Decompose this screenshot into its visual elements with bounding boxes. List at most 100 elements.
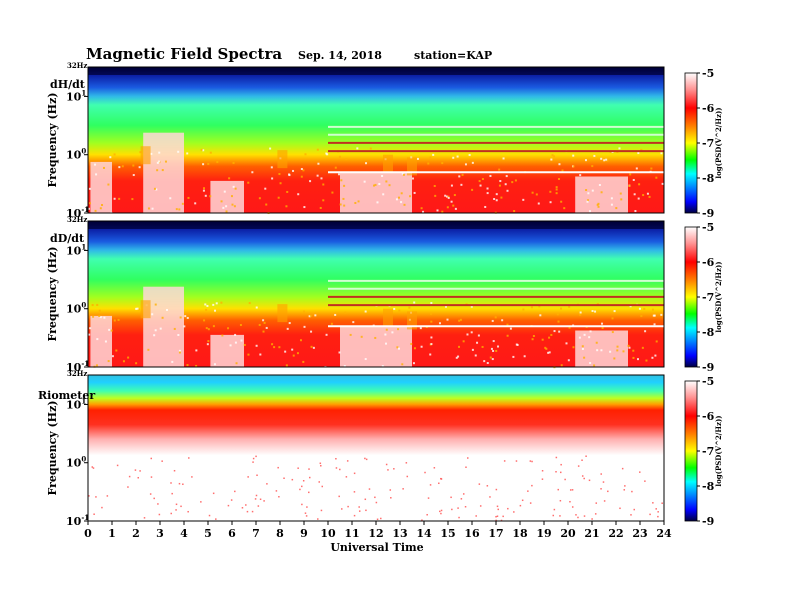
noise-speck xyxy=(558,330,561,333)
noise-speck xyxy=(586,199,589,202)
noise-speck xyxy=(638,307,641,310)
noise-speck xyxy=(494,316,497,319)
noise-speck xyxy=(436,209,439,212)
noise-speck xyxy=(551,154,554,157)
noise-speck xyxy=(649,513,651,516)
noise-speck xyxy=(468,154,471,157)
noise-speck xyxy=(320,464,322,467)
noise-speck xyxy=(501,319,504,322)
noise-speck xyxy=(653,314,656,317)
y-axis-label: Frequency (Hz) xyxy=(46,246,59,341)
noise-speck xyxy=(121,165,124,168)
quiet-region xyxy=(575,330,628,367)
noise-speck xyxy=(455,356,458,359)
noise-speck xyxy=(591,518,593,520)
noise-speck xyxy=(478,483,481,485)
noise-speck xyxy=(585,455,587,457)
noise-speck xyxy=(452,204,455,207)
noise-speck xyxy=(353,472,356,475)
noise-speck xyxy=(338,495,340,498)
noise-speck xyxy=(603,159,606,162)
noise-speck xyxy=(451,508,453,511)
noise-speck xyxy=(349,333,352,336)
noise-speck xyxy=(650,167,653,170)
noise-speck xyxy=(412,362,415,365)
noise-speck xyxy=(137,308,140,311)
noise-speck xyxy=(616,349,619,352)
noise-speck xyxy=(340,179,343,182)
noise-speck xyxy=(232,185,235,188)
noise-speck xyxy=(317,518,319,520)
noise-speck xyxy=(495,515,497,518)
y-tick-label: 101 xyxy=(66,396,86,411)
noise-speck xyxy=(638,183,641,186)
noise-speck xyxy=(310,345,313,348)
noise-speck xyxy=(555,186,558,189)
y-tick-exponent: 1 xyxy=(81,88,86,97)
noise-speck xyxy=(447,196,450,199)
noise-speck xyxy=(558,177,561,180)
noise-speck xyxy=(230,195,233,198)
noise-speck xyxy=(373,184,376,187)
noise-speck xyxy=(339,468,341,471)
noise-speck xyxy=(579,311,582,314)
noise-speck xyxy=(632,349,635,352)
noise-speck xyxy=(101,203,104,206)
noise-speck xyxy=(106,495,109,497)
x-axis-label: Universal Time xyxy=(330,541,423,554)
top-freq-label: 32Hz xyxy=(67,369,87,378)
noise-speck xyxy=(158,151,161,154)
noise-speck xyxy=(481,345,484,348)
noise-speck xyxy=(299,488,301,491)
noise-speck xyxy=(247,353,250,356)
noise-speck xyxy=(283,477,285,479)
noise-speck xyxy=(610,203,613,206)
noise-speck xyxy=(393,468,395,470)
noise-speck xyxy=(331,191,334,194)
noise-speck xyxy=(657,511,659,513)
noise-speck xyxy=(398,309,401,312)
noise-speck xyxy=(439,510,441,513)
noise-speck xyxy=(440,512,442,515)
noise-speck xyxy=(572,165,575,168)
noise-speck xyxy=(292,354,295,357)
noise-speck xyxy=(277,196,280,199)
noise-speck xyxy=(489,174,492,177)
noise-speck xyxy=(368,488,371,490)
noise-speck xyxy=(101,506,103,509)
noise-speck xyxy=(538,305,541,308)
noise-speck xyxy=(222,206,225,209)
noise-speck xyxy=(529,460,532,462)
noise-speck xyxy=(464,505,467,508)
noise-speck xyxy=(186,152,189,155)
noise-speck xyxy=(212,492,215,495)
noise-speck xyxy=(471,161,474,164)
noise-speck xyxy=(194,202,197,205)
noise-speck xyxy=(578,336,581,339)
noise-speck xyxy=(170,482,172,484)
noise-speck xyxy=(633,193,636,196)
noise-speck xyxy=(381,365,384,368)
noise-speck xyxy=(343,365,346,368)
noise-speck xyxy=(175,509,177,511)
noise-speck xyxy=(347,505,349,508)
x-tick-label: 1 xyxy=(108,527,116,540)
noise-speck xyxy=(111,355,114,358)
noise-speck xyxy=(506,334,509,337)
colorbar-tick-label: -9 xyxy=(702,207,714,220)
noise-speck xyxy=(207,328,210,331)
noise-speck xyxy=(544,346,547,349)
noise-speck xyxy=(273,346,276,349)
noise-speck xyxy=(132,174,135,177)
noise-speck xyxy=(553,508,556,511)
noise-speck xyxy=(212,325,215,328)
noise-speck xyxy=(98,309,101,312)
noise-speck xyxy=(88,207,91,210)
noise-speck xyxy=(503,460,506,462)
noise-speck xyxy=(579,313,582,316)
noise-speck xyxy=(346,460,349,462)
noise-speck xyxy=(489,496,491,498)
noise-speck xyxy=(158,513,161,516)
noise-speck xyxy=(588,336,591,339)
